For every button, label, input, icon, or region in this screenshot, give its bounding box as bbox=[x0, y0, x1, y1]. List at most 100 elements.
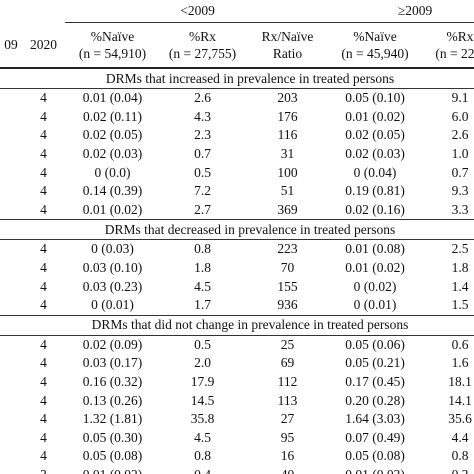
data-cell: 4 bbox=[40, 392, 47, 408]
data-cell: 0.02 (0.05) bbox=[345, 127, 405, 143]
data-cell: 1.7 bbox=[194, 297, 211, 313]
data-cell: 95 bbox=[280, 429, 295, 445]
column-header-line: %Naïve bbox=[353, 29, 397, 44]
column-header-line: %Naïve bbox=[90, 29, 135, 44]
data-cell: 4 bbox=[40, 108, 47, 124]
data-cell: 369 bbox=[277, 201, 298, 217]
data-cell: 0.20 (0.28) bbox=[345, 392, 405, 408]
data-cell: 2.5 bbox=[451, 241, 469, 257]
data-cell: 25 bbox=[280, 336, 295, 352]
data-cell: 4.3 bbox=[194, 108, 211, 124]
empty-cell bbox=[0, 277, 22, 296]
data-cell: 0 (0.01) bbox=[91, 297, 134, 313]
data-cell: 0.03 (0.17) bbox=[82, 355, 143, 371]
data-cell: 4 bbox=[40, 278, 47, 294]
section-row: DRMs that decreased in prevalence in tre… bbox=[0, 219, 474, 241]
section-row: DRMs that did not change in prevalence i… bbox=[0, 314, 474, 336]
data-row: 4 0.03 (0.23) 4.5 155 0 (0.02) 1.4 bbox=[0, 277, 474, 296]
data-cell: 0.5 bbox=[194, 164, 211, 180]
section-row: DRMs that increased in prevalence in tre… bbox=[0, 68, 474, 89]
data-cell: 0.01 (0.02) bbox=[82, 201, 143, 217]
data-cell: 1.5 bbox=[451, 297, 469, 313]
data-cell: 4.4 bbox=[451, 429, 469, 445]
group-header: ≥2009 bbox=[330, 0, 474, 23]
data-cell: 0 (0.01) bbox=[353, 297, 397, 313]
empty-cell bbox=[0, 335, 22, 354]
data-cell: 0 (0.03) bbox=[91, 241, 134, 257]
data-cell: 4 bbox=[40, 241, 47, 257]
data-cell: 3.3 bbox=[451, 201, 469, 217]
empty-cell bbox=[0, 89, 22, 108]
section-title: DRMs that decreased in prevalence in tre… bbox=[0, 219, 474, 241]
column-header-row: 09 2020 %Naïve (n = 54,910) %Rx (n = 27,755) R… bbox=[0, 22, 474, 69]
data-cell: 9.1 bbox=[451, 90, 469, 106]
data-cell: 0.01 (0.08) bbox=[345, 241, 405, 257]
data-row: 4 0.02 (0.05) 2.3 116 0.02 (0.05) 2.6 bbox=[0, 126, 474, 145]
data-row: 4 0.16 (0.32) 17.9 112 0.17 (0.45) 18.1 bbox=[0, 373, 474, 392]
data-cell: 4.5 bbox=[194, 278, 211, 294]
empty-cell bbox=[0, 145, 22, 164]
column-header-line: (n = 54,910) bbox=[78, 46, 147, 61]
data-cell: 0.05 (0.06) bbox=[345, 336, 405, 352]
section-title: DRMs that increased in prevalence in tre… bbox=[0, 68, 474, 89]
column-header: %Naïve (n = 54,910) bbox=[65, 22, 160, 69]
column-header-line: (n = 45,940) bbox=[341, 46, 409, 61]
empty-cell bbox=[0, 373, 22, 392]
column-header: 2020 bbox=[22, 22, 65, 69]
data-cell: 4 bbox=[40, 260, 47, 276]
data-row: 4 0.02 (0.03) 0.7 31 0.02 (0.03) 1.0 bbox=[0, 145, 474, 164]
data-cell: 4 bbox=[40, 164, 47, 180]
column-header: %Rx (n = 22,2 bbox=[420, 22, 474, 69]
data-cell: 0.03 (0.10) bbox=[82, 260, 143, 276]
data-row: 4 0.03 (0.17) 2.0 69 0.05 (0.21) 1.6 bbox=[0, 354, 474, 373]
data-cell: 18.1 bbox=[448, 374, 472, 390]
data-cell: 6.0 bbox=[451, 108, 469, 124]
data-cell: 4 bbox=[40, 146, 47, 162]
data-cell: 0.05 (0.08) bbox=[345, 448, 405, 464]
group-header: <2009 bbox=[65, 0, 331, 23]
data-cell: 4 bbox=[40, 355, 47, 371]
data-cell: 0.6 bbox=[451, 336, 469, 352]
data-cell: 0.13 (0.26) bbox=[82, 392, 143, 408]
data-cell: 0.17 (0.45) bbox=[345, 374, 405, 390]
data-cell: 2.3 bbox=[194, 127, 211, 143]
data-cell: 7.2 bbox=[194, 183, 211, 199]
data-cell: 203 bbox=[277, 90, 298, 106]
data-cell: 0.19 (0.81) bbox=[345, 183, 405, 199]
data-cell: 69 bbox=[280, 355, 295, 371]
empty-cell bbox=[0, 108, 22, 127]
data-row: 4 0 (0.0) 0.5 100 0 (0.04) 0.7 bbox=[0, 163, 474, 182]
empty-cell bbox=[0, 466, 22, 474]
column-header-line: Rx/Naïve bbox=[261, 29, 314, 44]
data-cell: 0.01 (0.04) bbox=[82, 90, 143, 106]
data-row: 4 0.05 (0.08) 0.8 16 0.05 (0.08) 0.8 bbox=[0, 447, 474, 466]
data-row: 4 0.13 (0.26) 14.5 113 0.20 (0.28) 14.1 bbox=[0, 391, 474, 410]
data-cell: 1.8 bbox=[194, 260, 211, 276]
data-cell: 4 bbox=[40, 374, 47, 390]
data-cell: 40 bbox=[245, 466, 330, 474]
data-row: 4 0 (0.03) 0.8 223 0.01 (0.08) 2.5 bbox=[0, 240, 474, 259]
data-cell: 4 bbox=[40, 90, 47, 106]
data-cell: 0.03 (0.23) bbox=[82, 278, 143, 294]
data-row: 4 0.01 (0.02) 2.7 369 0.02 (0.16) 3.3 bbox=[0, 201, 474, 220]
data-row: 4 0.02 (0.09) 0.5 25 0.05 (0.06) 0.6 bbox=[0, 335, 474, 354]
empty-cell bbox=[0, 259, 22, 278]
data-cell: 0.7 bbox=[194, 146, 211, 162]
data-cell: 70 bbox=[280, 260, 295, 276]
data-cell: 0.16 (0.32) bbox=[82, 374, 143, 390]
data-row: 4 0 (0.01) 1.7 936 0 (0.01) 1.5 bbox=[0, 296, 474, 315]
data-cell: 0.02 (0.09) bbox=[82, 336, 143, 352]
empty-cell bbox=[0, 391, 22, 410]
data-row: 4 0.02 (0.11) 4.3 176 0.01 (0.02) 6.0 bbox=[0, 108, 474, 127]
data-cell: 113 bbox=[277, 392, 298, 408]
data-cell: 1.6 bbox=[451, 355, 469, 371]
data-cell: 3 bbox=[22, 466, 65, 474]
data-row: 4 0.03 (0.10) 1.8 70 0.01 (0.02) 1.8 bbox=[0, 259, 474, 278]
data-cell: 4 bbox=[40, 183, 47, 199]
data-cell: 9.3 bbox=[451, 183, 469, 199]
empty-cell bbox=[0, 240, 22, 259]
data-cell: 0.01 (0.02) bbox=[65, 466, 160, 474]
data-cell: 14.5 bbox=[190, 392, 215, 408]
data-cell: 936 bbox=[277, 297, 298, 313]
